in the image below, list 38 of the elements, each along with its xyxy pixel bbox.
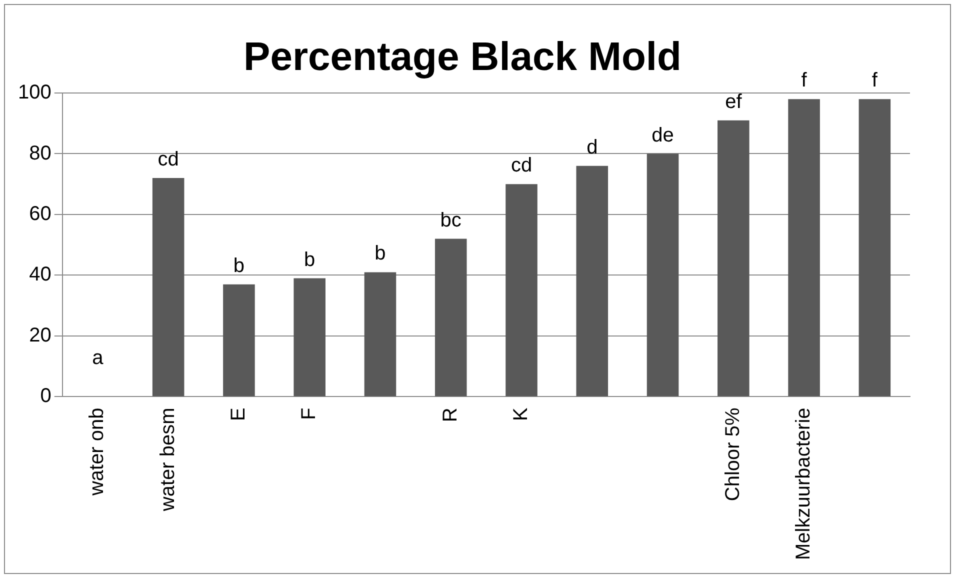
annotation: cd [510,154,532,177]
y-tick-label: 80 [29,142,52,164]
chart-title: Percentage Black Mold [244,35,682,80]
bar [788,99,820,396]
annotation: b [374,242,386,265]
annotation: b [233,254,245,277]
annotation: d [586,136,598,158]
annotation: a [92,347,104,370]
text: f [872,70,878,92]
annotation: cd [158,148,179,171]
bar [576,166,608,396]
annotation: de [652,124,674,146]
bar [646,154,679,396]
annotation: b [304,248,316,271]
x-tick-label: Melkzuurbacterie [792,408,815,560]
y-tick-label: 20 [29,324,52,346]
bar [294,278,326,396]
bar [434,238,467,396]
bar [223,284,255,396]
text: f [801,70,808,92]
bar [506,184,538,396]
y-tick-label: 60 [29,203,52,225]
x-tick-label: E [227,408,250,422]
x-tick-label: water besm [156,408,179,512]
bar [858,99,891,396]
x-tick-label: water onb [86,408,108,497]
bar [364,272,396,396]
annotation: bc [440,209,462,232]
y-tick-label: 100 [18,82,52,104]
y-tick-label: 0 [40,385,52,408]
bar [152,178,184,396]
annotation: ef [725,90,742,113]
bar [718,120,750,396]
x-tick-label: R [439,408,462,422]
x-tick-label: F [298,408,320,420]
y-tick-label: 40 [29,264,52,286]
x-tick-label: Chloor 5% [722,408,744,502]
x-tick-label: K [510,407,532,422]
